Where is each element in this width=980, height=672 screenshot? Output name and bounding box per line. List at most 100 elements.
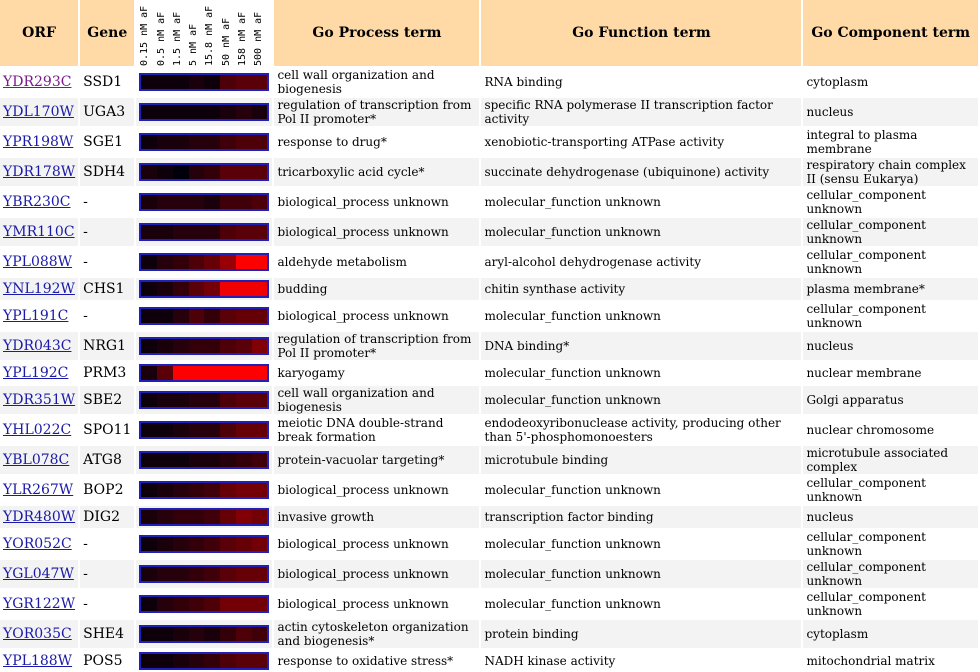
heat-cell bbox=[251, 393, 268, 407]
function-cell: molecular_function unknown bbox=[481, 528, 804, 558]
orf-link[interactable]: YDR480W bbox=[3, 509, 76, 525]
orf-link[interactable]: YOR052C bbox=[3, 536, 72, 552]
heat-cell bbox=[172, 510, 189, 524]
heatmap-cell bbox=[136, 216, 275, 246]
heat-cell bbox=[172, 135, 189, 149]
orf-link[interactable]: YDR043C bbox=[3, 338, 72, 354]
expression-heatbar bbox=[139, 193, 270, 211]
orf-link[interactable]: YDR351W bbox=[3, 392, 76, 408]
component-cell: cellular_component unknown bbox=[803, 588, 980, 618]
heat-cell bbox=[188, 597, 205, 611]
table-row: YBL078C ATG8 protein-vacuolar targeting* mi… bbox=[0, 444, 980, 474]
heatmap-cell bbox=[136, 618, 275, 648]
component-cell: cellular_component unknown bbox=[803, 528, 980, 558]
orf-link[interactable]: YNL192W bbox=[3, 281, 75, 297]
heat-cell bbox=[251, 567, 268, 581]
function-cell: DNA binding* bbox=[481, 330, 804, 360]
table-row: YHL022C SPO11 meiotic DNA double-strand br… bbox=[0, 414, 980, 444]
orf-link[interactable]: YPL188W bbox=[3, 653, 73, 669]
heat-cell bbox=[235, 423, 252, 437]
orf-cell: YPL191C bbox=[0, 300, 81, 330]
gene-cell: SHE4 bbox=[80, 618, 137, 648]
orf-link[interactable]: YPR198W bbox=[3, 134, 74, 150]
table-row: YLR267W BOP2 biological_process unknown mol… bbox=[0, 474, 980, 504]
table-row: YPL192C PRM3 karyogamy molecular_function u… bbox=[0, 360, 980, 384]
heat-cell bbox=[157, 537, 173, 551]
condition-label: 158 nM aF bbox=[236, 11, 248, 66]
table-row: YGL047W - biological_process unknown molecu… bbox=[0, 558, 980, 588]
process-cell: actin cytoskeleton organization and biog… bbox=[274, 618, 482, 648]
orf-link[interactable]: YBR230C bbox=[3, 194, 71, 210]
heat-cell bbox=[220, 597, 236, 611]
heat-cell bbox=[157, 195, 173, 209]
heatmap-cell bbox=[136, 558, 275, 588]
component-header: Go Component term bbox=[803, 0, 980, 66]
expression-heatbar bbox=[139, 133, 270, 151]
heat-cell bbox=[188, 339, 205, 353]
orf-link[interactable]: YGL047W bbox=[3, 566, 74, 582]
orf-cell: YNL192W bbox=[0, 276, 81, 300]
heat-cell bbox=[157, 309, 173, 323]
heat-cell bbox=[172, 366, 189, 380]
orf-cell: YPL088W bbox=[0, 246, 81, 276]
gene-cell: SPO11 bbox=[80, 414, 137, 444]
heatmap-cell bbox=[136, 186, 275, 216]
heat-cell bbox=[172, 453, 189, 467]
heat-cell bbox=[141, 135, 158, 149]
heat-cell bbox=[172, 105, 189, 119]
orf-link[interactable]: YMR110C bbox=[3, 224, 75, 240]
component-cell: integral to plasma membrane bbox=[803, 126, 980, 156]
expression-heatbar bbox=[139, 421, 270, 439]
table-row: YDR293C SSD1 cell wall organization and bi… bbox=[0, 66, 980, 96]
heat-cell bbox=[204, 339, 221, 353]
table-row: YBR230C - biological_process unknown molecu… bbox=[0, 186, 980, 216]
orf-link[interactable]: YDR178W bbox=[3, 164, 76, 180]
heat-cell bbox=[141, 339, 158, 353]
component-cell: cellular_component unknown bbox=[803, 474, 980, 504]
heat-cell bbox=[251, 654, 268, 668]
heat-cell bbox=[235, 225, 252, 239]
heat-cell bbox=[157, 483, 173, 497]
heat-cell bbox=[220, 423, 236, 437]
heat-cell bbox=[172, 309, 189, 323]
orf-link[interactable]: YPL191C bbox=[3, 308, 69, 324]
heat-cell bbox=[172, 165, 189, 179]
heat-cell bbox=[251, 195, 268, 209]
heat-cell bbox=[204, 654, 221, 668]
orf-link[interactable]: YPL192C bbox=[3, 365, 69, 381]
heat-cell bbox=[204, 165, 221, 179]
heat-cell bbox=[220, 510, 236, 524]
process-cell: response to drug* bbox=[274, 126, 482, 156]
orf-link[interactable]: YLR267W bbox=[3, 482, 74, 498]
heatmap-cell bbox=[136, 414, 275, 444]
heatmap-cell bbox=[136, 360, 275, 384]
gene-cell: PRM3 bbox=[80, 360, 137, 384]
gene-cell: SSD1 bbox=[80, 66, 137, 96]
gene-cell: ATG8 bbox=[80, 444, 137, 474]
orf-cell: YPL192C bbox=[0, 360, 81, 384]
process-cell: invasive growth bbox=[274, 504, 482, 528]
heat-cell bbox=[141, 654, 158, 668]
component-cell: nuclear chromosome bbox=[803, 414, 980, 444]
heat-cell bbox=[251, 537, 268, 551]
orf-cell: YOR035C bbox=[0, 618, 81, 648]
orf-link[interactable]: YOR035C bbox=[3, 626, 72, 642]
orf-header: ORF bbox=[0, 0, 81, 66]
heat-cell bbox=[220, 225, 236, 239]
heat-cell bbox=[204, 537, 221, 551]
orf-link[interactable]: YDR293C bbox=[3, 74, 72, 90]
table-row: YPR198W SGE1 response to drug* xenobiotic-t… bbox=[0, 126, 980, 156]
heat-cell bbox=[204, 567, 221, 581]
orf-link[interactable]: YPL088W bbox=[3, 254, 73, 270]
heat-cell bbox=[235, 483, 252, 497]
orf-link[interactable]: YGR122W bbox=[3, 596, 76, 612]
process-cell: biological_process unknown bbox=[274, 300, 482, 330]
orf-link[interactable]: YHL022C bbox=[3, 422, 72, 438]
heat-cell bbox=[188, 453, 205, 467]
orf-link[interactable]: YBL078C bbox=[3, 452, 70, 468]
heat-cell bbox=[204, 225, 221, 239]
gene-cell: POS5 bbox=[80, 648, 137, 672]
orf-link[interactable]: YDL170W bbox=[3, 104, 74, 120]
process-cell: biological_process unknown bbox=[274, 186, 482, 216]
heat-cell bbox=[204, 453, 221, 467]
